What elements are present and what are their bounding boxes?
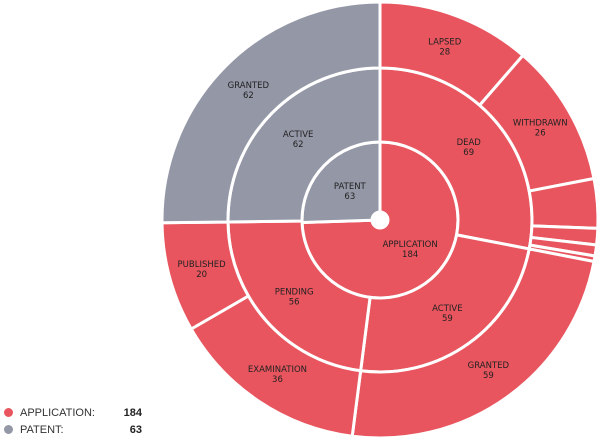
segment-value-label: 59 <box>483 371 494 381</box>
segment-value-label: 62 <box>293 140 304 150</box>
segment-label: DEAD <box>457 138 482 148</box>
legend-marker-application <box>4 408 13 417</box>
center-hole <box>371 211 389 229</box>
segment-label: PUBLISHED <box>178 260 227 270</box>
segment-label: LAPSED <box>428 38 462 48</box>
legend-item-patent[interactable]: PATENT: 63 <box>4 421 142 438</box>
segment-value-label: 20 <box>196 270 207 280</box>
chart-legend: APPLICATION: 184 PATENT: 63 <box>4 404 142 438</box>
segment-value-label: 62 <box>243 91 254 101</box>
legend-marker-patent <box>4 425 13 434</box>
segment-label: GRANTED <box>228 81 270 91</box>
segment-value-label: 26 <box>535 129 546 139</box>
segment-value-label: 69 <box>463 148 474 158</box>
segment-value-label: 59 <box>442 314 453 324</box>
segment-label: WITHDRAWN <box>513 119 568 129</box>
segment-granted-ring2[interactable] <box>160 0 382 225</box>
segment-value-label: 36 <box>272 375 283 385</box>
segment-label: GRANTED <box>468 361 510 371</box>
segment-label: APPLICATION <box>383 240 438 250</box>
segment-label: PENDING <box>275 288 314 298</box>
legend-label: APPLICATION: <box>20 406 95 419</box>
segment-value-label: 28 <box>439 48 450 58</box>
legend-value: 184 <box>123 406 142 419</box>
segment-label: PATENT <box>334 182 367 192</box>
segment-value-label: 184 <box>402 250 418 260</box>
legend-value: 63 <box>129 423 142 436</box>
segment-label: ACTIVE <box>283 130 314 140</box>
legend-label: PATENT: <box>20 423 64 436</box>
segment-value-label: 56 <box>289 298 300 308</box>
legend-item-application[interactable]: APPLICATION: 184 <box>4 404 142 421</box>
segment-value-label: 63 <box>344 192 355 202</box>
segment-label: ACTIVE <box>432 304 463 314</box>
segment-label: EXAMINATION <box>248 365 307 375</box>
